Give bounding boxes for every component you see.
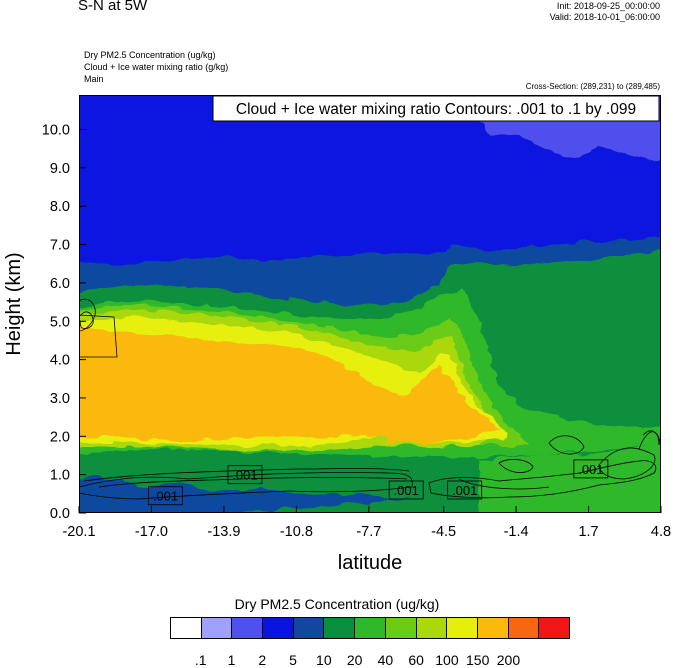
contour-line (83, 468, 410, 482)
contour-label-text: .001 (394, 483, 419, 498)
colorbar-label: 20 (346, 652, 363, 668)
y-tick-label: 0.0 (50, 506, 70, 522)
y-tick-label: 8.0 (50, 199, 70, 215)
colorbar-swatch (201, 618, 233, 638)
colorbar-swatch (477, 618, 509, 638)
colorbar-swatch (508, 618, 540, 638)
y-tick-label: 3.0 (50, 391, 70, 407)
valid-time: Valid: 2018-10-01_06:00:00 (549, 12, 660, 22)
y-tick-label: 9.0 (50, 161, 70, 177)
y-axis: 0.0 1.0 2.0 3.0 4.0 5.0 6.0 7.0 8.0 9.0 10.0 (42, 123, 86, 522)
colorbar-swatch (171, 618, 202, 638)
colorbar-label: 60 (408, 652, 424, 668)
x-tick-label: 4.8 (651, 524, 671, 540)
contour-line (79, 472, 413, 500)
contour-title-background (212, 95, 660, 122)
colorbar-label: 40 (377, 652, 394, 668)
contour-title: Cloud + Ice water mixing ratio Contours:… (236, 101, 636, 118)
contour-label: .001 (573, 459, 609, 479)
contour-label: .001 (148, 486, 183, 506)
colorbar-label: 200 (496, 652, 521, 668)
colorbar-label: .1 (194, 652, 207, 668)
contour-label-box (388, 480, 424, 500)
x-tick-label: -17.0 (135, 524, 168, 540)
x-tick-label: -4.5 (431, 524, 456, 540)
contour-line (79, 314, 118, 358)
x-tick-label: -20.1 (62, 524, 95, 540)
colorbar-swatch (232, 618, 264, 638)
contour-label-text: .001 (578, 462, 603, 477)
colorbar-swatch (385, 618, 417, 638)
x-tick-label: -7.7 (356, 524, 381, 540)
colorbar-label: 2 (258, 652, 267, 668)
colorbar (170, 617, 570, 639)
plot-title: S-N at 5W (78, 0, 148, 14)
colorbar-label: 10 (316, 652, 332, 668)
y-tick-label: 6.0 (50, 276, 70, 292)
colorbar-swatch (293, 618, 325, 638)
contour-label-box (573, 459, 609, 479)
colorbar-swatch (539, 618, 569, 638)
x-axis: -20.1 -17.0 -13.9 -10.8 -7.7 -4.5 -1.4 1.7 4.8 (62, 506, 671, 540)
contour-line (79, 298, 96, 332)
y-tick-label: 2.0 (50, 429, 70, 445)
contour-line (428, 460, 657, 499)
colorbar-swatch (355, 618, 386, 638)
contour-title-box: Cloud + Ice water mixing ratio Contours:… (212, 95, 660, 122)
contour-label-box (447, 480, 483, 500)
y-axis-label: Height (km) (3, 252, 25, 355)
contour-label-text: .001 (153, 489, 178, 504)
variable-line-main: Main (84, 74, 104, 84)
contour-line (98, 477, 408, 488)
contour-label: .001 (227, 465, 263, 485)
colorbar-swatch (324, 618, 356, 638)
colorbar-swatch (263, 618, 294, 638)
band-boundary-layer-40 (479, 444, 661, 513)
axes: 0.0 1.0 2.0 3.0 4.0 5.0 6.0 7.0 8.0 9.0 10.0 -20.1… (3, 123, 671, 574)
x-axis-label: latitude (338, 552, 403, 574)
contour-labels: .001 .001 .001 .001 .001 (148, 459, 609, 506)
contour-line (458, 478, 550, 490)
variable-line-pm25: Dry PM2.5 Concentration (ug/kg) (84, 50, 216, 60)
contour-line (598, 447, 656, 480)
colorbar-labels: .1 1 2 5 10 20 40 60 100 150 200 (170, 652, 570, 668)
cross-section-plot: .001 .001 .001 .001 .001 Cloud + Ice water m… (79, 95, 661, 513)
colorbar-title: Dry PM2.5 Concentration (ug/kg) (234, 596, 440, 612)
contour-line (548, 435, 585, 455)
cloud-contours (79, 298, 661, 500)
y-tick-label: 1.0 (50, 468, 70, 484)
init-time: Init: 2018-09-25_00:00:00 (556, 1, 660, 11)
contour-label-text: .001 (452, 483, 477, 498)
colorbar-label: 5 (289, 652, 297, 668)
contour-label-box (148, 486, 183, 506)
contour-label: .001 (388, 480, 424, 500)
y-tick-label: 7.0 (50, 238, 70, 254)
colorbar-swatch (416, 618, 448, 638)
y-tick-label: 4.0 (50, 353, 70, 369)
colorbar-swatch (447, 618, 478, 638)
contour-label: .001 (447, 480, 483, 500)
y-tick-label: 10.0 (42, 123, 70, 139)
band-boundary-layer-10 (79, 475, 409, 513)
x-tick-label: 1.7 (578, 524, 598, 540)
contour-label-box (227, 465, 263, 485)
variable-list: Dry PM2.5 Concentration (ug/kg) Cloud + … (84, 49, 228, 85)
colorbar-label: 1 (227, 652, 236, 668)
contour-line (498, 459, 534, 473)
variable-line-cloud: Cloud + Ice water mixing ratio (g/kg) (84, 62, 229, 72)
y-tick-label: 5.0 (50, 314, 70, 330)
x-tick-label: -10.8 (280, 524, 313, 540)
concentration-fill (79, 95, 661, 513)
cross-section-label: Cross-Section: (289,231) to (289,485) (525, 82, 660, 91)
x-tick-label: -13.9 (207, 524, 240, 540)
contour-line (642, 430, 660, 446)
x-tick-label: -1.4 (504, 524, 529, 540)
colorbar-label: 150 (466, 652, 490, 668)
colorbar-label: 100 (435, 652, 459, 668)
contour-label-text: .001 (232, 468, 257, 483)
band-200 (79, 327, 499, 443)
